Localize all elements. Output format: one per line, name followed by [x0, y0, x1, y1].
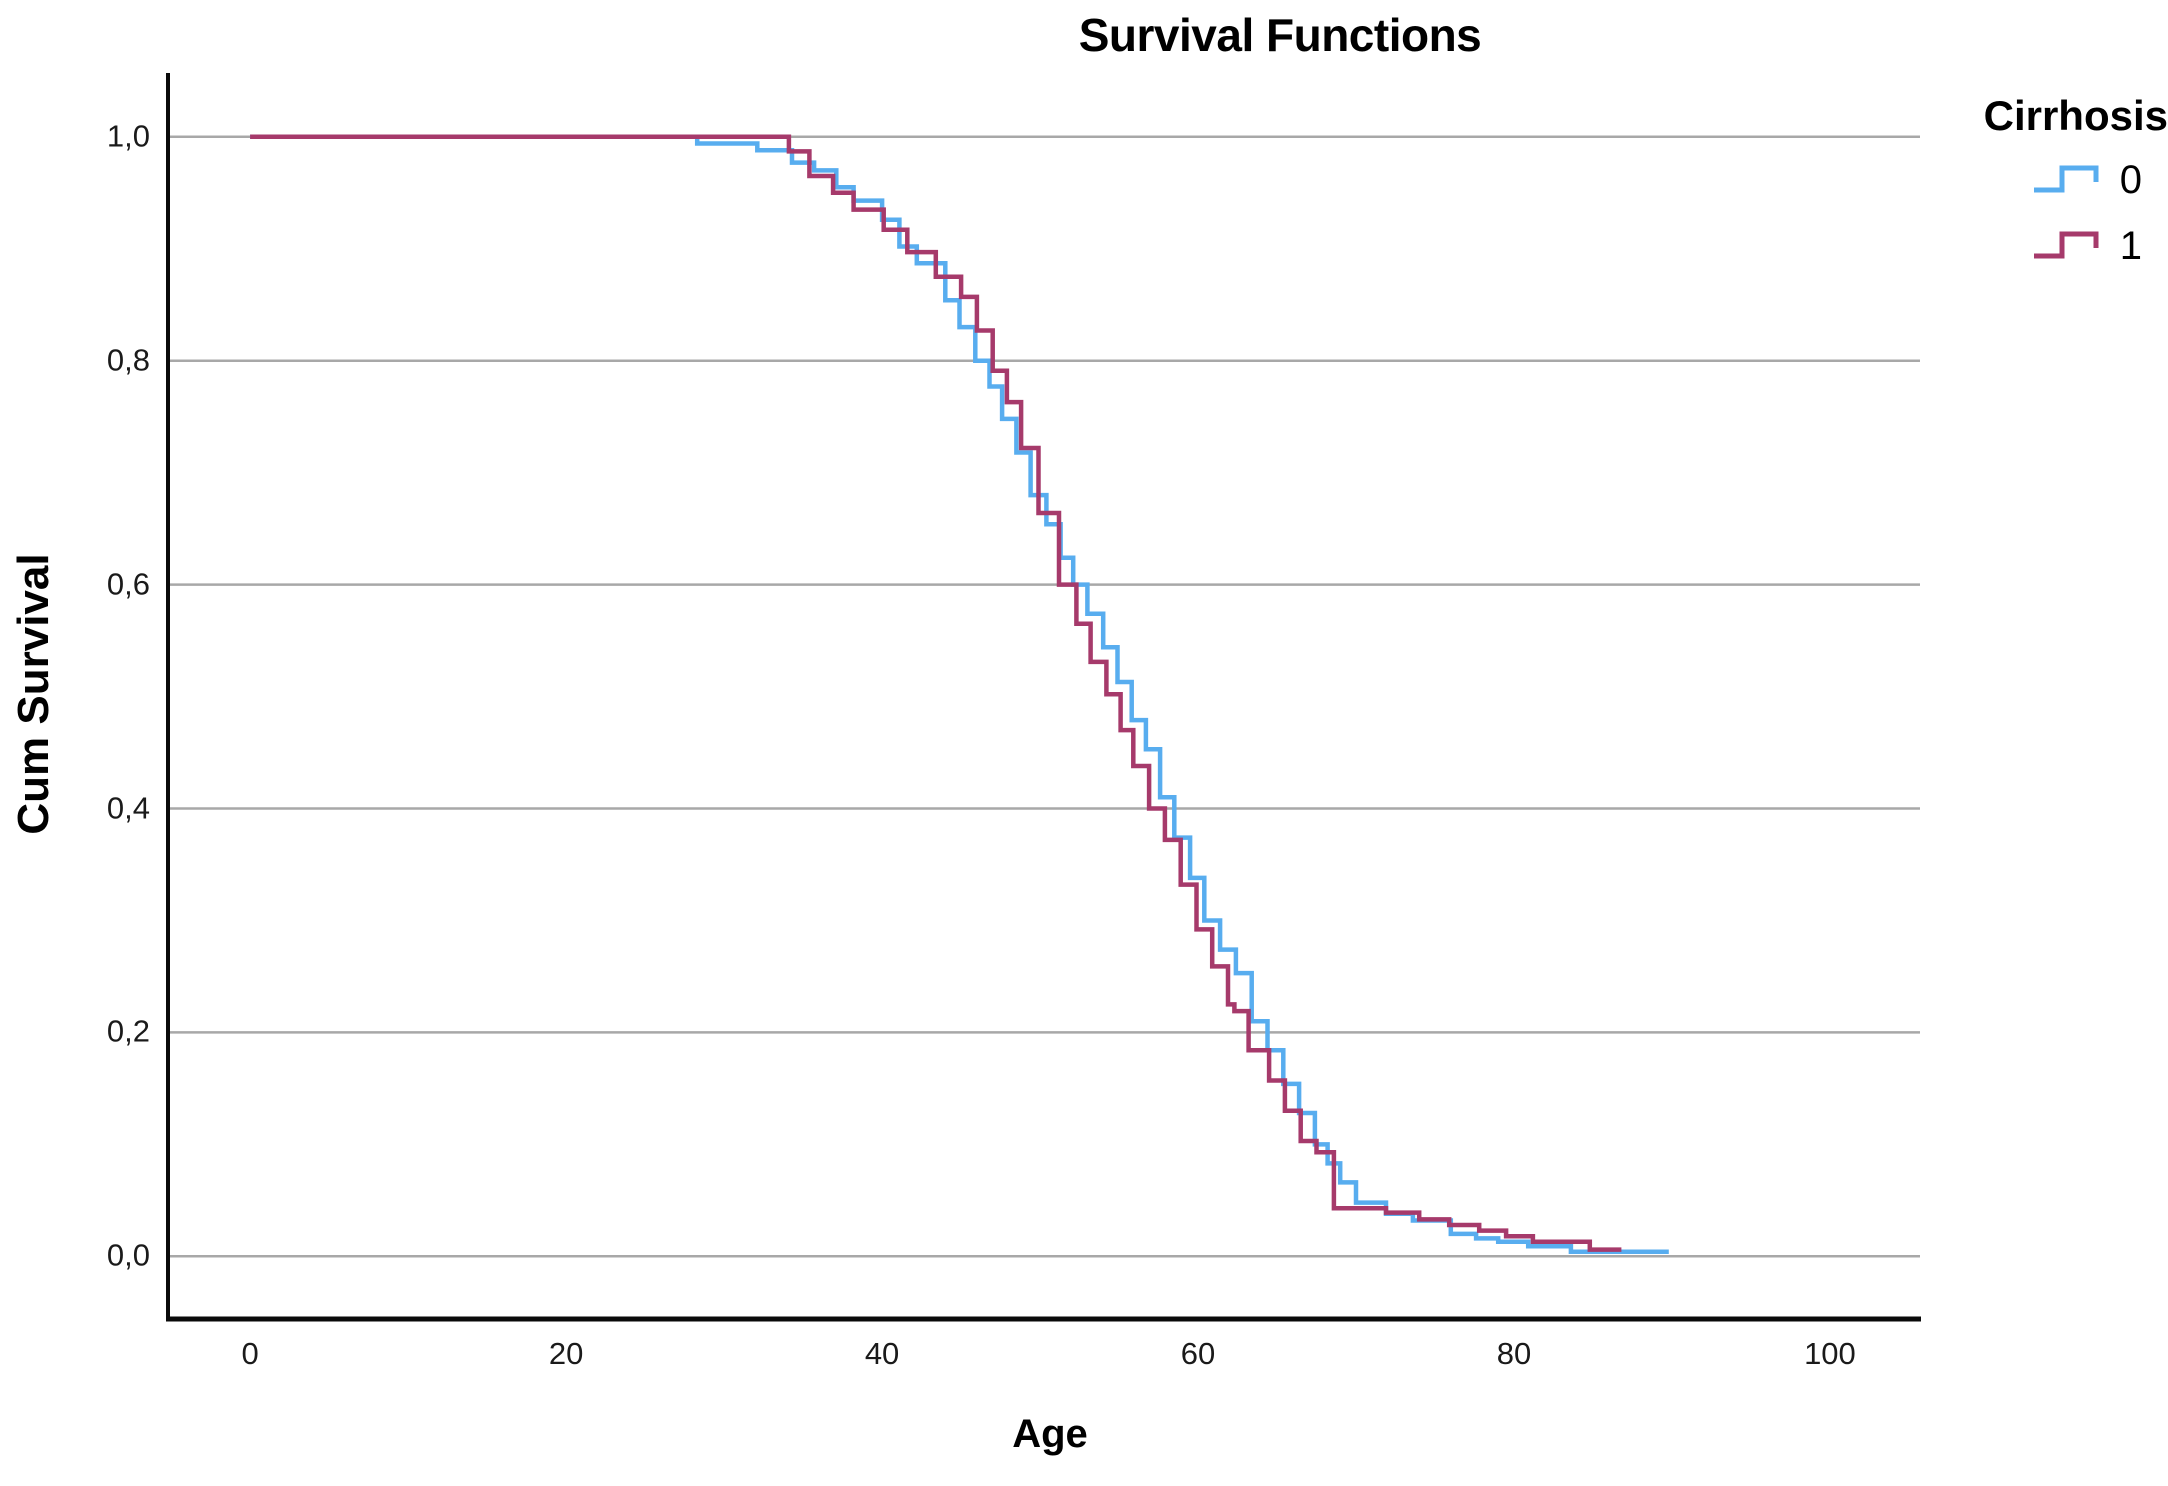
x-tick-label-0: 0 [241, 1336, 259, 1371]
legend-entry-1: 1 [1942, 220, 2168, 272]
y-axis-title: Cum Survival [9, 553, 58, 835]
y-tick-label-0,4: 0,4 [106, 789, 150, 825]
y-tick-label-0,0: 0,0 [106, 1237, 150, 1273]
y-tick-label-1,0: 1,0 [106, 118, 150, 154]
survival-curve-0 [250, 134, 1669, 1255]
survival-curve-1 [250, 134, 1622, 1252]
legend-entry-0: 0 [1942, 154, 2168, 206]
x-tick-label-100: 100 [1804, 1336, 1856, 1371]
y-tick-label-0,2: 0,2 [106, 1013, 150, 1049]
y-tick-label-0,8: 0,8 [106, 341, 150, 377]
legend-label: 0 [2119, 158, 2142, 202]
x-tick-label-20: 20 [548, 1336, 584, 1371]
x-tick-label-80: 80 [1496, 1336, 1532, 1371]
y-tick-label-0,6: 0,6 [106, 565, 150, 601]
x-axis-title: Age [1012, 1412, 1088, 1456]
step-line-icon [2033, 231, 2099, 259]
legend-title: Cirrhosis [1983, 92, 2168, 139]
legend-label: 1 [2119, 224, 2142, 268]
x-tick-label-60: 60 [1180, 1336, 1216, 1371]
step-line-icon [2033, 165, 2099, 193]
x-tick-label-40: 40 [864, 1336, 900, 1371]
chart-title: Survival Functions [1078, 9, 1482, 61]
